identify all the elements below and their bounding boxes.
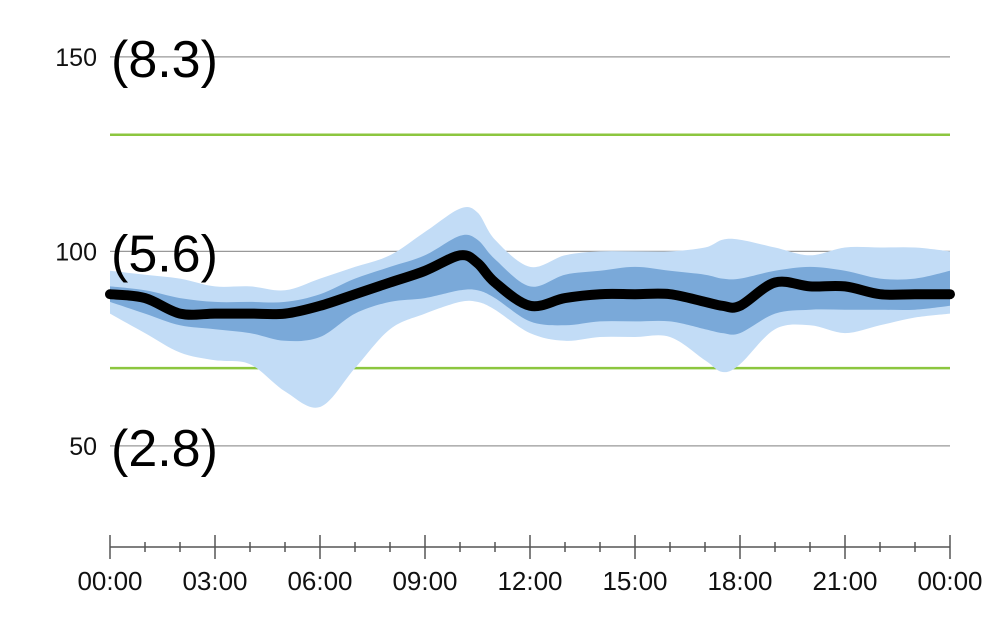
median-line-group [105, 250, 955, 320]
target-range-lines [110, 133, 950, 370]
x-tick-label: 03:00 [182, 566, 247, 596]
y-alt-label: (2.8) [111, 420, 218, 478]
y-alt-label: (5.6) [111, 225, 218, 283]
y-axis: 150 (8.3) 100 (5.6) 50 (2.8) [55, 31, 218, 478]
x-tick-label: 06:00 [287, 566, 352, 596]
x-tick-label: 21:00 [812, 566, 877, 596]
x-tick-label: 12:00 [497, 566, 562, 596]
x-tick-label: 15:00 [602, 566, 667, 596]
y-tick-label: 150 [55, 44, 97, 72]
y-tick-label: 100 [55, 238, 97, 266]
median-line [105, 250, 955, 320]
y-tick-label: 50 [69, 433, 97, 461]
x-tick-label: 00:00 [917, 566, 982, 596]
x-tick-label: 18:00 [707, 566, 772, 596]
inner-percentile-band [110, 234, 950, 342]
x-axis: 00:00 03:00 06:00 09:00 12:00 15:00 18:00 21:00… [77, 535, 983, 596]
x-tick-label: 00:00 [77, 566, 142, 596]
grid-lines [110, 56, 950, 447]
x-tick-label: 09:00 [392, 566, 457, 596]
y-alt-label: (8.3) [111, 31, 218, 89]
